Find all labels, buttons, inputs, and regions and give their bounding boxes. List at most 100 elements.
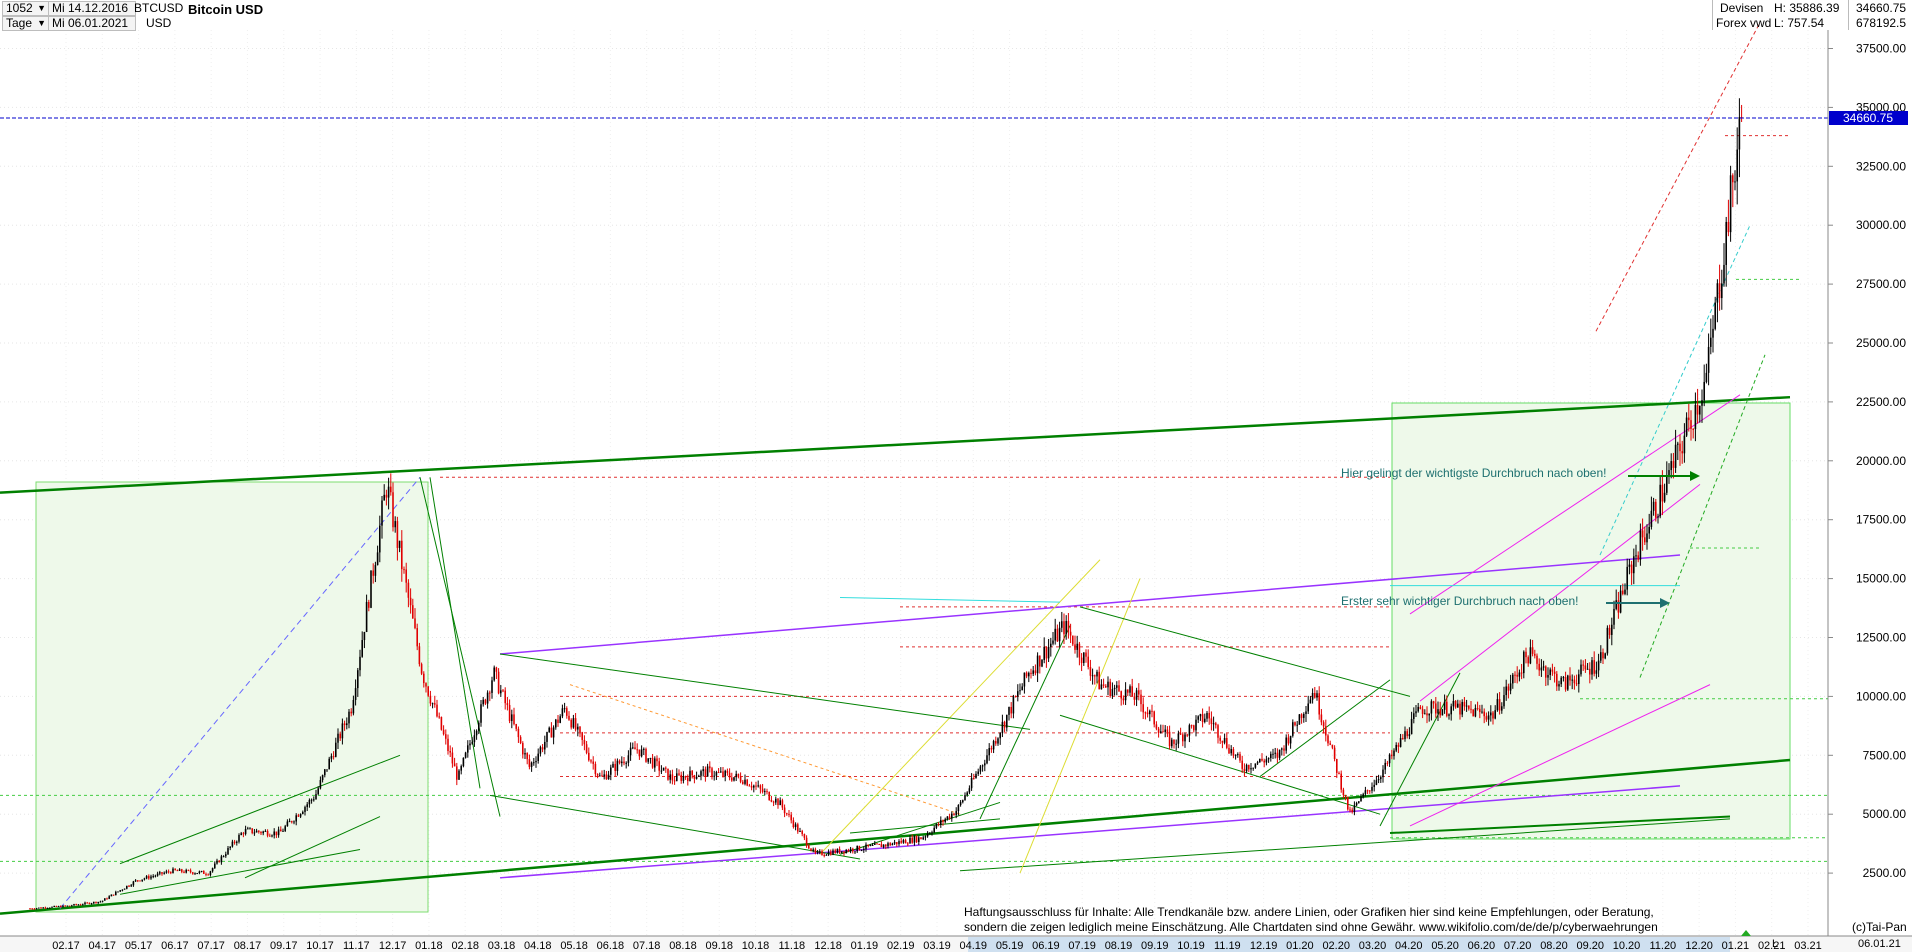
candle-body <box>1364 790 1367 795</box>
y-tick-label: 32500.00 <box>1856 159 1906 173</box>
candle-body <box>1732 175 1734 183</box>
candle-body <box>449 750 451 753</box>
candle-body <box>253 832 256 834</box>
candle-body <box>733 777 735 781</box>
candle-body <box>786 813 788 815</box>
candle-body <box>1157 728 1160 733</box>
count-select[interactable]: 1052 ▼ <box>2 1 50 16</box>
candle-body <box>1331 744 1334 748</box>
candle-body <box>781 800 784 808</box>
candle-body <box>713 775 715 777</box>
candle-body <box>1008 707 1010 715</box>
candle-body <box>880 844 883 848</box>
candle-body <box>1309 699 1312 704</box>
candle-body <box>1395 744 1397 751</box>
candle-body <box>563 708 566 710</box>
candle-body <box>577 726 579 730</box>
candle-body <box>134 880 137 882</box>
candle-body <box>588 752 590 761</box>
candle-body <box>1014 696 1017 698</box>
candle-body <box>1074 644 1076 650</box>
candle-body <box>1017 691 1019 697</box>
candle-body <box>962 800 964 803</box>
candle-body <box>1153 711 1155 725</box>
candle-body <box>440 716 443 730</box>
candle-body <box>990 748 993 750</box>
date-from-field[interactable]: Mi 14.12.2016 <box>48 1 136 16</box>
candle-body <box>1712 328 1714 338</box>
candle-body <box>1184 734 1186 742</box>
candle-body <box>211 868 214 872</box>
candle-body <box>768 791 770 800</box>
candle-body <box>330 756 333 759</box>
candle-body <box>1646 533 1648 543</box>
decline-orange <box>569 684 961 815</box>
candle-body <box>1160 731 1162 733</box>
candle-body <box>66 905 69 907</box>
x-tick-label: 05.19 <box>996 940 1024 952</box>
candle-body <box>1175 743 1177 745</box>
candle-body <box>1452 700 1455 707</box>
candle-body <box>337 733 339 743</box>
x-axis: 02.17 04.17 05.17 06.17 07.17 08.17 09.17 10.17… <box>0 935 1912 952</box>
candle-body <box>368 601 370 608</box>
x-tick-label: 02.20 <box>1322 940 1350 952</box>
candle-body <box>1336 759 1338 773</box>
candle-body <box>907 843 909 845</box>
candle-body <box>1551 669 1554 672</box>
candle-body <box>260 831 262 834</box>
candle-body <box>1210 718 1213 724</box>
candle-body <box>1556 673 1558 687</box>
candle-body <box>915 836 918 843</box>
annotation-arrows <box>1606 471 1700 608</box>
candle-body <box>44 907 47 909</box>
candle-body <box>1023 672 1026 687</box>
projection-cyan <box>1599 224 1751 556</box>
candle-body <box>1391 754 1393 757</box>
candle-body <box>90 903 93 905</box>
candle-body <box>1182 734 1184 742</box>
candle-body <box>823 854 825 856</box>
rally-channel-2019-c <box>979 625 1071 820</box>
candle-body <box>282 830 284 832</box>
y-tick-label: 30000.00 <box>1856 218 1906 232</box>
candle-body <box>1483 711 1485 717</box>
candle-body <box>288 821 291 823</box>
candle-body <box>264 830 267 832</box>
x-tick-label: 08.18 <box>669 940 697 952</box>
price-marker-box <box>1829 111 1908 125</box>
candle-body <box>1025 672 1028 677</box>
low-value: L: 757.54 <box>1774 16 1825 30</box>
x-tick-label: 12.19 <box>1250 940 1278 952</box>
candle-body <box>1421 709 1424 714</box>
candle-body <box>341 723 344 739</box>
candle-body <box>1384 762 1386 770</box>
interval-select[interactable]: Tage ▼ <box>2 16 50 31</box>
decline-line-3 <box>489 794 861 860</box>
candle-body <box>1320 714 1323 723</box>
x-tick-label: 11.20 <box>1649 940 1676 952</box>
candle-body <box>60 906 62 908</box>
candle-body <box>726 770 729 773</box>
candle-body <box>1679 443 1681 452</box>
candle-body <box>1289 735 1292 744</box>
candle-body <box>1133 696 1136 700</box>
candle-body <box>1243 768 1246 772</box>
candle-body <box>896 842 898 845</box>
candle-body <box>860 850 863 852</box>
date-to-field[interactable]: Mi 06.01.2021 <box>48 16 136 31</box>
candle-body <box>1325 726 1327 736</box>
candle-body <box>1496 699 1499 711</box>
candle-body <box>511 714 513 722</box>
candle-body <box>229 846 231 849</box>
x-tick-label: 07.18 <box>633 940 661 952</box>
candle-body <box>830 851 832 855</box>
candle-body <box>1399 737 1402 747</box>
candle-body <box>189 870 192 873</box>
candle-body <box>799 831 801 833</box>
candle-body <box>1173 739 1175 744</box>
candle-body <box>178 869 181 871</box>
candle-body <box>420 664 423 674</box>
candle-body <box>722 771 724 777</box>
candle-body <box>869 845 872 847</box>
